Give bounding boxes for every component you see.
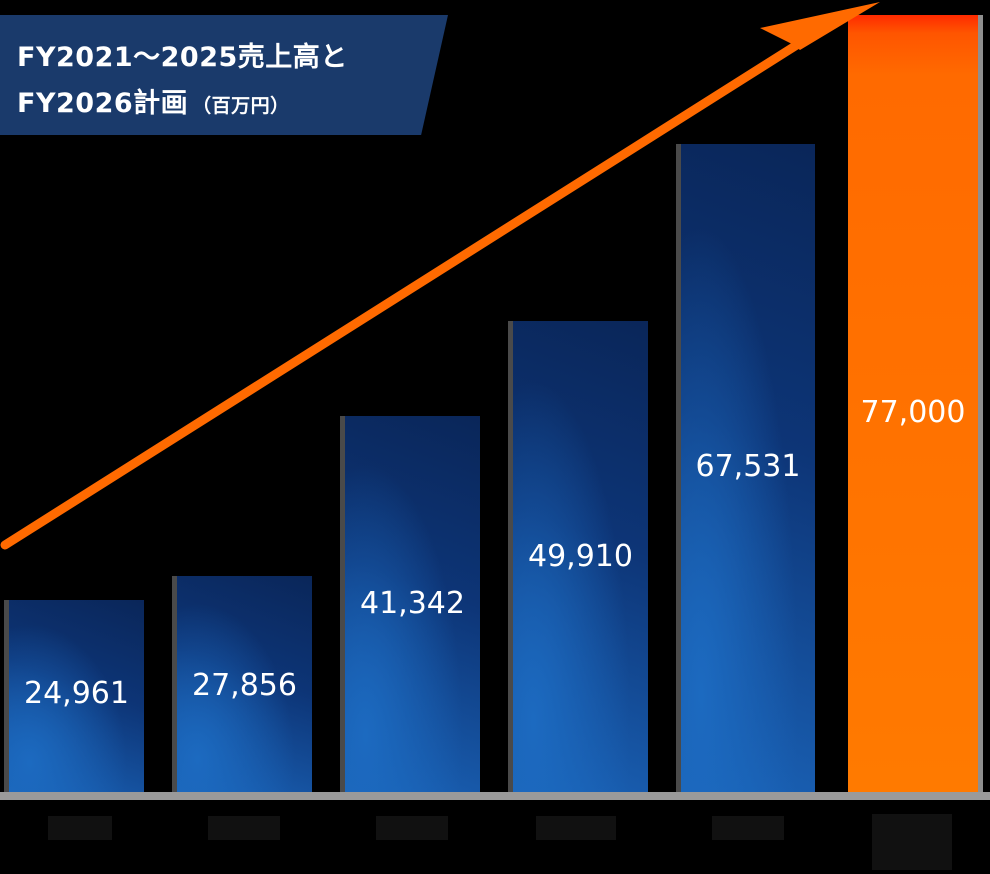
chart-unit-label: （百万円） [192,95,290,117]
bar-value-label: 77,000 [860,395,966,430]
x-axis-label-fy2024 [536,816,616,840]
chart-title-line-1: FY2021～2025売上高と [17,42,348,73]
bar-value-label: 24,961 [24,676,129,711]
bar-fy2024: 49,910 [513,321,648,792]
x-axis-label-fy2023 [376,816,448,840]
x-axis-baseline [0,792,990,800]
chart-title-line-2-text: FY2026計画 [17,88,189,119]
x-axis-label-fy2021 [48,816,112,840]
bar-value-label: 27,856 [192,668,297,703]
bar-fy2023: 41,342 [345,416,480,792]
x-axis-label-fy2026-plan [872,814,952,870]
bar-fy2022: 27,856 [177,576,312,792]
bar-fy2026-plan: 77,000 [848,15,978,792]
bar-value-label: 67,531 [695,449,801,484]
chart-title-banner: FY2021～2025売上高と FY2026計画 （百万円） [0,15,448,135]
x-axis-label-fy2022 [208,816,280,840]
x-axis-label-fy2025 [712,816,784,840]
chart-title-line-2: FY2026計画 （百万円） [17,81,290,120]
bar-value-label: 41,342 [360,586,465,621]
bar-fy2025: 67,531 [681,144,815,792]
bar-fy2021: 24,961 [9,600,144,792]
bar-value-label: 49,910 [528,539,633,574]
